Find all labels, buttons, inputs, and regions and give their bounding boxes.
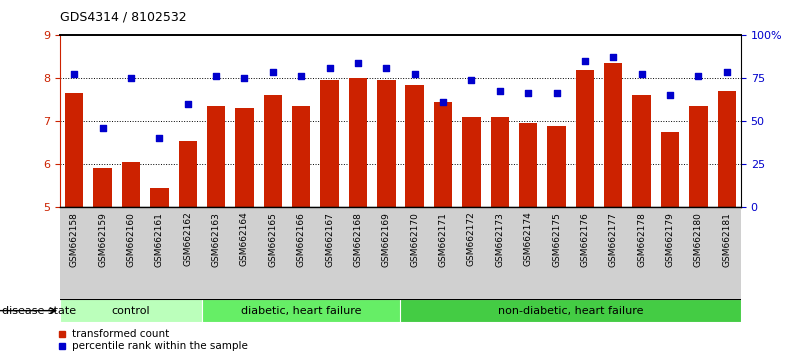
Point xyxy=(578,58,591,64)
Bar xyxy=(60,299,202,322)
Bar xyxy=(547,126,566,207)
Text: GSM662176: GSM662176 xyxy=(581,212,590,267)
Bar xyxy=(490,117,509,207)
Bar xyxy=(519,124,537,207)
Bar xyxy=(576,70,594,207)
Bar xyxy=(320,80,339,207)
Bar xyxy=(207,106,225,207)
Text: GSM662180: GSM662180 xyxy=(694,212,702,267)
Point xyxy=(352,61,364,66)
Bar xyxy=(400,299,741,322)
Text: GSM662167: GSM662167 xyxy=(325,212,334,267)
Text: GSM662165: GSM662165 xyxy=(268,212,277,267)
Bar xyxy=(179,141,197,207)
Point xyxy=(380,65,392,70)
Bar xyxy=(718,91,736,207)
Bar xyxy=(65,93,83,207)
Text: percentile rank within the sample: percentile rank within the sample xyxy=(72,341,248,350)
Text: disease state: disease state xyxy=(2,306,76,316)
Bar xyxy=(661,132,679,207)
Point xyxy=(323,65,336,70)
Text: GSM662168: GSM662168 xyxy=(353,212,362,267)
Point xyxy=(663,93,676,98)
Text: transformed count: transformed count xyxy=(72,329,169,339)
Text: GSM662173: GSM662173 xyxy=(495,212,505,267)
Text: GSM662171: GSM662171 xyxy=(439,212,448,267)
Text: GSM662172: GSM662172 xyxy=(467,212,476,267)
Point xyxy=(409,71,421,77)
Text: non-diabetic, heart failure: non-diabetic, heart failure xyxy=(498,306,643,316)
Text: GDS4314 / 8102532: GDS4314 / 8102532 xyxy=(60,11,187,24)
Point xyxy=(125,75,138,81)
Text: GSM662159: GSM662159 xyxy=(99,212,107,267)
Bar xyxy=(122,162,140,207)
Point xyxy=(437,99,449,105)
Bar xyxy=(604,63,622,207)
Point xyxy=(521,91,534,96)
Text: GSM662177: GSM662177 xyxy=(609,212,618,267)
Text: GSM662163: GSM662163 xyxy=(211,212,220,267)
Bar xyxy=(434,102,453,207)
Point xyxy=(210,73,223,79)
Text: GSM662178: GSM662178 xyxy=(637,212,646,267)
Text: GSM662164: GSM662164 xyxy=(240,212,249,267)
Text: GSM662158: GSM662158 xyxy=(70,212,78,267)
Bar xyxy=(264,96,282,207)
Point xyxy=(465,78,478,83)
Text: diabetic, heart failure: diabetic, heart failure xyxy=(241,306,361,316)
Bar xyxy=(377,80,396,207)
Text: GSM662175: GSM662175 xyxy=(552,212,561,267)
Text: GSM662174: GSM662174 xyxy=(524,212,533,267)
Point xyxy=(692,73,705,79)
Point xyxy=(493,88,506,94)
Bar xyxy=(235,108,254,207)
Point xyxy=(607,54,620,60)
Point xyxy=(238,75,251,81)
Text: GSM662160: GSM662160 xyxy=(127,212,135,267)
Point xyxy=(153,136,166,141)
Text: GSM662161: GSM662161 xyxy=(155,212,164,267)
Text: GSM662179: GSM662179 xyxy=(666,212,674,267)
Bar xyxy=(94,169,112,207)
Point xyxy=(720,69,733,75)
Text: GSM662162: GSM662162 xyxy=(183,212,192,267)
Point xyxy=(550,91,563,96)
Bar xyxy=(202,299,400,322)
Bar xyxy=(292,106,311,207)
Bar xyxy=(150,188,168,207)
Text: GSM662169: GSM662169 xyxy=(382,212,391,267)
Point xyxy=(267,69,280,75)
Text: GSM662170: GSM662170 xyxy=(410,212,419,267)
Bar xyxy=(405,85,424,207)
Text: GSM662181: GSM662181 xyxy=(723,212,731,267)
Bar xyxy=(689,106,707,207)
Bar xyxy=(348,78,367,207)
Text: control: control xyxy=(111,306,151,316)
Bar xyxy=(633,96,651,207)
Text: GSM662166: GSM662166 xyxy=(296,212,306,267)
Point xyxy=(68,71,81,77)
Bar xyxy=(462,117,481,207)
Point xyxy=(295,73,308,79)
Point xyxy=(96,125,109,131)
Point xyxy=(181,101,194,107)
Point xyxy=(635,71,648,77)
